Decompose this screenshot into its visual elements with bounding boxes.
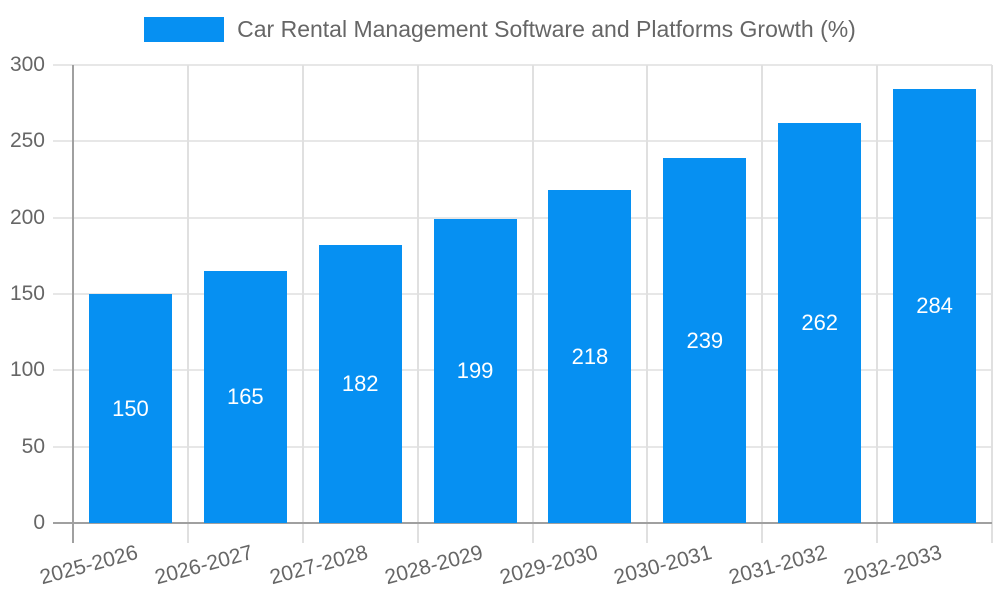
y-axis-tick-label: 200 [9,205,45,229]
bar[interactable]: 284 [893,89,977,523]
gridline-vertical [301,65,304,543]
x-axis-tick-label: 2030-2031 [611,541,715,590]
gridline-vertical [876,65,879,543]
bar[interactable]: 150 [88,294,172,523]
y-axis-tick-label: 250 [9,129,45,153]
gridline-vertical [531,65,534,543]
x-axis-tick-label: 2027-2028 [267,541,371,590]
bar-value-label: 182 [341,371,379,397]
y-axis-tick-label: 150 [9,282,45,305]
legend-label: Car Rental Management Software and Platf… [237,16,856,42]
x-axis-tick-label: 2025-2026 [37,541,141,590]
y-axis-tick-label: 100 [9,358,45,382]
gridline-horizontal [53,140,992,143]
bar[interactable]: 239 [663,158,747,523]
gridline-vertical [761,65,764,543]
legend-swatch [144,17,225,42]
bar[interactable]: 199 [433,219,517,523]
gridline-vertical [991,65,993,543]
y-axis-tick-label: 0 [33,511,45,534]
x-axis-tick-label: 2029-2030 [496,541,600,590]
gridline-vertical [416,65,419,543]
gridline-horizontal [53,216,992,219]
bar-value-label: 262 [801,309,839,335]
bar[interactable]: 218 [548,190,632,523]
gridline-vertical [646,65,649,543]
legend[interactable]: Car Rental Management Software and Platf… [0,16,1000,43]
y-axis-line [72,65,74,543]
bar-value-label: 284 [916,293,953,319]
x-axis-tick-label: 2032-2033 [841,541,945,590]
gridline-horizontal [53,64,992,66]
x-axis-line [53,522,992,524]
bar-value-label: 218 [571,343,609,369]
gridline-vertical [186,65,189,543]
bar[interactable]: 182 [318,245,402,523]
bar[interactable]: 262 [778,123,862,523]
gridline-horizontal [53,293,992,295]
bar[interactable]: 165 [203,271,287,523]
gridline-horizontal [53,445,992,448]
bar-value-label: 199 [456,358,494,384]
bar-value-label: 165 [226,384,264,410]
y-axis-tick-label: 300 [9,53,45,76]
bar-value-label: 150 [112,395,149,421]
gridline-horizontal [53,369,992,372]
y-axis-tick-label: 50 [21,434,45,458]
x-axis-tick-label: 2031-2032 [726,541,830,590]
bar-value-label: 239 [686,327,724,353]
x-axis-tick-label: 2026-2027 [152,541,256,590]
x-axis-tick-label: 2028-2029 [382,541,486,590]
